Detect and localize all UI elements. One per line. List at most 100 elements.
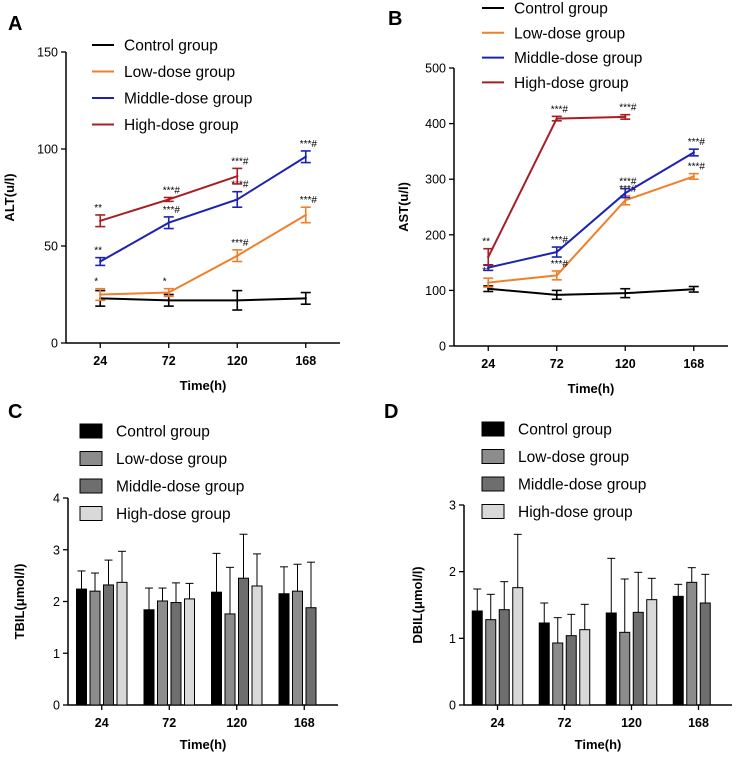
panel-label: B (388, 8, 402, 30)
series-control-group (95, 289, 311, 311)
y-tick-label: 0 (53, 699, 60, 713)
data-point (236, 174, 239, 178)
y-tick-label: 300 (425, 173, 446, 187)
data-point (236, 198, 239, 201)
bar (238, 577, 249, 706)
y-tick-label: 400 (425, 117, 446, 131)
series-line (100, 214, 307, 296)
bar (157, 600, 168, 706)
series-line (100, 297, 306, 302)
bar (646, 599, 658, 706)
series-middle-dose-group (498, 571, 711, 706)
line-chart-panel-A: 0 50 100 150 24 72 120 168 Time(h) ALT(u/l) A Contr… (2, 13, 340, 393)
y-tick-label: 0 (51, 337, 58, 351)
data-point (555, 293, 558, 297)
significance-label: ** (94, 246, 102, 257)
bar (699, 602, 711, 706)
bar (552, 642, 564, 706)
data-point (487, 287, 490, 290)
y-tick-label: 2 (53, 595, 60, 609)
x-tick-label: 24 (95, 716, 109, 730)
significance-label: ***# (619, 103, 637, 114)
x-tick-label: 120 (226, 716, 247, 730)
bar (278, 593, 290, 706)
data-point (304, 213, 307, 217)
legend-label: Control group (116, 424, 210, 441)
data-point (99, 293, 102, 296)
significance-label: * (94, 277, 98, 288)
legend-label: Middle-dose group (116, 479, 244, 496)
y-tick-label: 100 (37, 143, 58, 157)
data-point (624, 291, 627, 295)
bar (512, 587, 524, 706)
data-point (624, 199, 627, 202)
series-middle-dose-group (103, 533, 317, 706)
x-tick-label: 168 (295, 354, 316, 368)
series-low-dose-group (485, 567, 698, 706)
bar (538, 622, 550, 706)
significance-label: ** (94, 203, 102, 214)
legend-label: Low-dose group (514, 25, 625, 42)
bar-chart-panel-C: 0 1 2 3 4 24 72 120 168 Time(h) TBIL(μmol/l) C Contr… (8, 401, 338, 752)
x-axis-title: Time(h) (180, 378, 227, 393)
bar (211, 591, 222, 706)
x-tick-label: 168 (688, 716, 709, 730)
bar (686, 581, 698, 706)
y-tick-label: 2 (449, 565, 456, 579)
legend-label: Control group (514, 1, 608, 18)
legend-swatch (481, 476, 505, 492)
legend-label: Low-dose group (116, 451, 227, 468)
data-point (99, 260, 102, 263)
bar (565, 635, 577, 706)
significance-label: ***# (300, 195, 318, 206)
legend-label: Control group (518, 422, 612, 439)
x-tick-label: 120 (621, 716, 642, 730)
bar-chart-panel-D: 0 1 2 3 24 72 120 168 Time(h) DBIL(μmol/l) D Contro… (384, 401, 732, 752)
legend-label: Low-dose group (124, 64, 235, 81)
series-middle-dose-group: ** ***# ***# ***# (94, 139, 317, 267)
y-tick-label: 1 (53, 647, 60, 661)
bar (170, 602, 182, 706)
y-tick-label: 0 (439, 340, 446, 354)
panel-label: D (384, 401, 398, 423)
significance-label: ** (482, 237, 490, 248)
x-tick-label: 72 (550, 357, 564, 371)
line-chart-panel-B: 0 100 200 300 400 500 24 72 120 168 Time(h) AST(u/l… (388, 1, 728, 396)
data-point (487, 255, 490, 259)
y-tick-label: 4 (53, 492, 60, 506)
significance-label: ***# (163, 186, 181, 197)
legend-swatch (79, 451, 103, 466)
y-tick-label: 1 (449, 632, 456, 646)
significance-label: ***# (551, 259, 569, 270)
series-high-dose-group: ** ***# ***# (94, 156, 249, 228)
y-tick-label: 500 (425, 62, 446, 76)
bar (76, 588, 87, 706)
significance-label: ***# (688, 162, 706, 173)
x-axis-title: Time(h) (180, 737, 227, 752)
data-point (167, 221, 170, 224)
bar (579, 629, 591, 706)
x-tick-label: 24 (491, 716, 505, 730)
bar (471, 610, 483, 706)
y-tick-label: 0 (449, 699, 456, 713)
series-high-dose-group (116, 550, 263, 706)
bar (184, 598, 195, 706)
bar (672, 595, 684, 706)
legend-label: Low-dose group (518, 449, 629, 466)
legend-swatch (79, 423, 103, 439)
y-tick-label: 3 (53, 543, 60, 557)
series-high-dose-group: ** ***# ***# (482, 103, 637, 267)
y-axis-title: TBIL(μmol/l) (12, 564, 27, 640)
bar (89, 590, 101, 706)
y-tick-label: 3 (449, 499, 456, 513)
bar (632, 611, 644, 706)
x-tick-label: 24 (481, 357, 495, 371)
bar (619, 631, 631, 706)
x-tick-label: 72 (558, 716, 572, 730)
series-control-group (76, 552, 290, 706)
series-low-dose-group (89, 563, 303, 706)
x-tick-label: 168 (683, 357, 704, 371)
bar (116, 581, 128, 706)
data-point (167, 299, 170, 302)
